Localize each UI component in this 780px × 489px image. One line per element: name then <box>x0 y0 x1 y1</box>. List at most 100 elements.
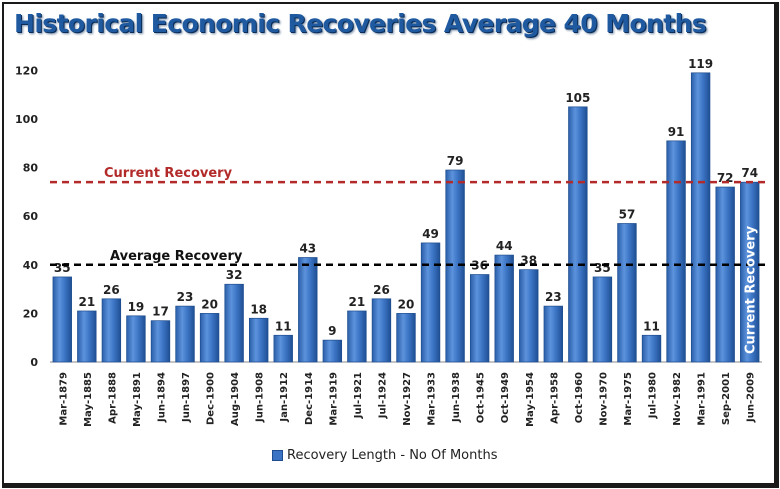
bar <box>322 339 343 363</box>
x-tick-label: Sep-2001 <box>721 372 732 425</box>
data-label: 26 <box>103 283 120 297</box>
x-tick-label: Nov-1982 <box>672 372 683 426</box>
bar <box>420 242 441 363</box>
x-tick-label: Jul-1980 <box>648 372 659 419</box>
x-tick-label: Oct-1945 <box>476 372 487 423</box>
bar <box>126 315 146 363</box>
x-tick-label: Oct-1960 <box>574 372 585 423</box>
data-label: 105 <box>565 91 590 105</box>
data-label: 74 <box>741 166 758 180</box>
bar <box>715 186 735 363</box>
y-tick-label: 80 <box>23 162 39 175</box>
data-label: 49 <box>422 227 439 241</box>
y-tick-label: 120 <box>15 64 38 77</box>
bar <box>666 140 686 363</box>
data-label: 72 <box>717 171 734 185</box>
bar <box>347 310 367 363</box>
bar <box>543 305 563 363</box>
x-tick-label: Jan-1912 <box>279 372 290 423</box>
x-tick-label: Mar-1879 <box>58 372 69 426</box>
x-tick-label: Nov-1970 <box>598 372 609 426</box>
bar <box>52 276 72 363</box>
bar <box>224 283 244 363</box>
bar <box>101 298 122 363</box>
x-tick-label: Apr-1958 <box>549 372 560 424</box>
bar <box>519 269 539 363</box>
x-tick-label: Jun-1908 <box>255 372 266 423</box>
y-tick-label: 0 <box>30 356 38 369</box>
x-tick-label: Mar-1933 <box>427 372 438 426</box>
x-tick-label: May-1954 <box>525 372 536 427</box>
x-tick-label: Nov-1927 <box>402 372 413 426</box>
bar <box>469 274 490 363</box>
data-label: 79 <box>447 154 464 168</box>
bar <box>298 257 318 363</box>
bar <box>396 313 416 363</box>
x-tick-label: Dec-1914 <box>304 372 315 425</box>
data-label: 17 <box>152 305 169 319</box>
data-label: 23 <box>545 290 562 304</box>
data-label: 44 <box>496 239 513 253</box>
x-tick-label: Jun-1894 <box>156 372 167 423</box>
legend-label: Recovery Length - No Of Months <box>287 448 498 463</box>
data-label: 57 <box>619 207 636 221</box>
y-tick-label: 60 <box>23 210 39 223</box>
y-tick-label: 40 <box>23 259 39 272</box>
legend: Recovery Length - No Of Months <box>272 448 497 463</box>
data-label: 20 <box>201 297 218 311</box>
x-tick-label: Oct-1949 <box>500 372 511 423</box>
bar <box>77 310 97 363</box>
x-tick-label: Dec-1900 <box>206 372 217 425</box>
x-tick-label: Jul-1924 <box>377 372 388 419</box>
y-tick-label: 100 <box>15 113 38 126</box>
x-tick-label: Jun-2009 <box>746 372 757 423</box>
data-label: 19 <box>128 300 145 314</box>
bar <box>371 298 392 363</box>
bar <box>690 72 711 363</box>
reference-line-label: Average Recovery <box>110 249 243 264</box>
bar <box>641 334 662 363</box>
data-label: 35 <box>594 261 611 275</box>
x-tick-label: May-1885 <box>83 372 94 427</box>
data-label: 11 <box>643 319 660 333</box>
data-label: 21 <box>78 295 95 309</box>
bar <box>617 223 637 363</box>
data-label: 26 <box>373 283 390 297</box>
data-label: 36 <box>471 259 488 273</box>
reference-line-label: Current Recovery <box>104 166 233 181</box>
data-label: 18 <box>250 302 267 316</box>
bar <box>175 305 195 363</box>
x-tick-label: May-1891 <box>132 372 143 427</box>
bar <box>249 317 269 363</box>
x-tick-label: Aug-1904 <box>230 372 241 426</box>
data-label: 11 <box>275 319 292 333</box>
data-label: 9 <box>328 324 336 338</box>
data-label: 35 <box>54 261 71 275</box>
chart-title: Historical Economic Recoveries Average 4… <box>14 9 707 38</box>
x-tick-label: Apr-1888 <box>107 372 118 424</box>
bar <box>592 276 613 363</box>
x-tick-label: Mar-1975 <box>623 372 634 426</box>
data-label: 23 <box>177 290 194 304</box>
bar <box>568 106 588 363</box>
data-label: 21 <box>349 295 366 309</box>
y-tick-label: 20 <box>23 307 39 320</box>
legend-swatch <box>272 450 283 461</box>
x-tick-label: Mar-1919 <box>328 372 339 426</box>
data-label: 20 <box>398 297 415 311</box>
bar <box>199 313 220 363</box>
data-label: 43 <box>299 242 316 256</box>
data-label: 32 <box>226 268 243 282</box>
current-recovery-annotation: Current Recovery <box>744 225 759 354</box>
bar <box>273 334 293 363</box>
x-tick-label: Jul-1921 <box>353 372 364 419</box>
x-tick-label: Jun-1938 <box>451 372 462 423</box>
bar <box>150 320 171 363</box>
data-label: 91 <box>668 125 685 139</box>
x-tick-label: Mar-1991 <box>697 372 708 426</box>
x-tick-label: Jun-1897 <box>181 372 192 423</box>
bar <box>494 254 514 363</box>
data-label: 119 <box>688 57 713 71</box>
